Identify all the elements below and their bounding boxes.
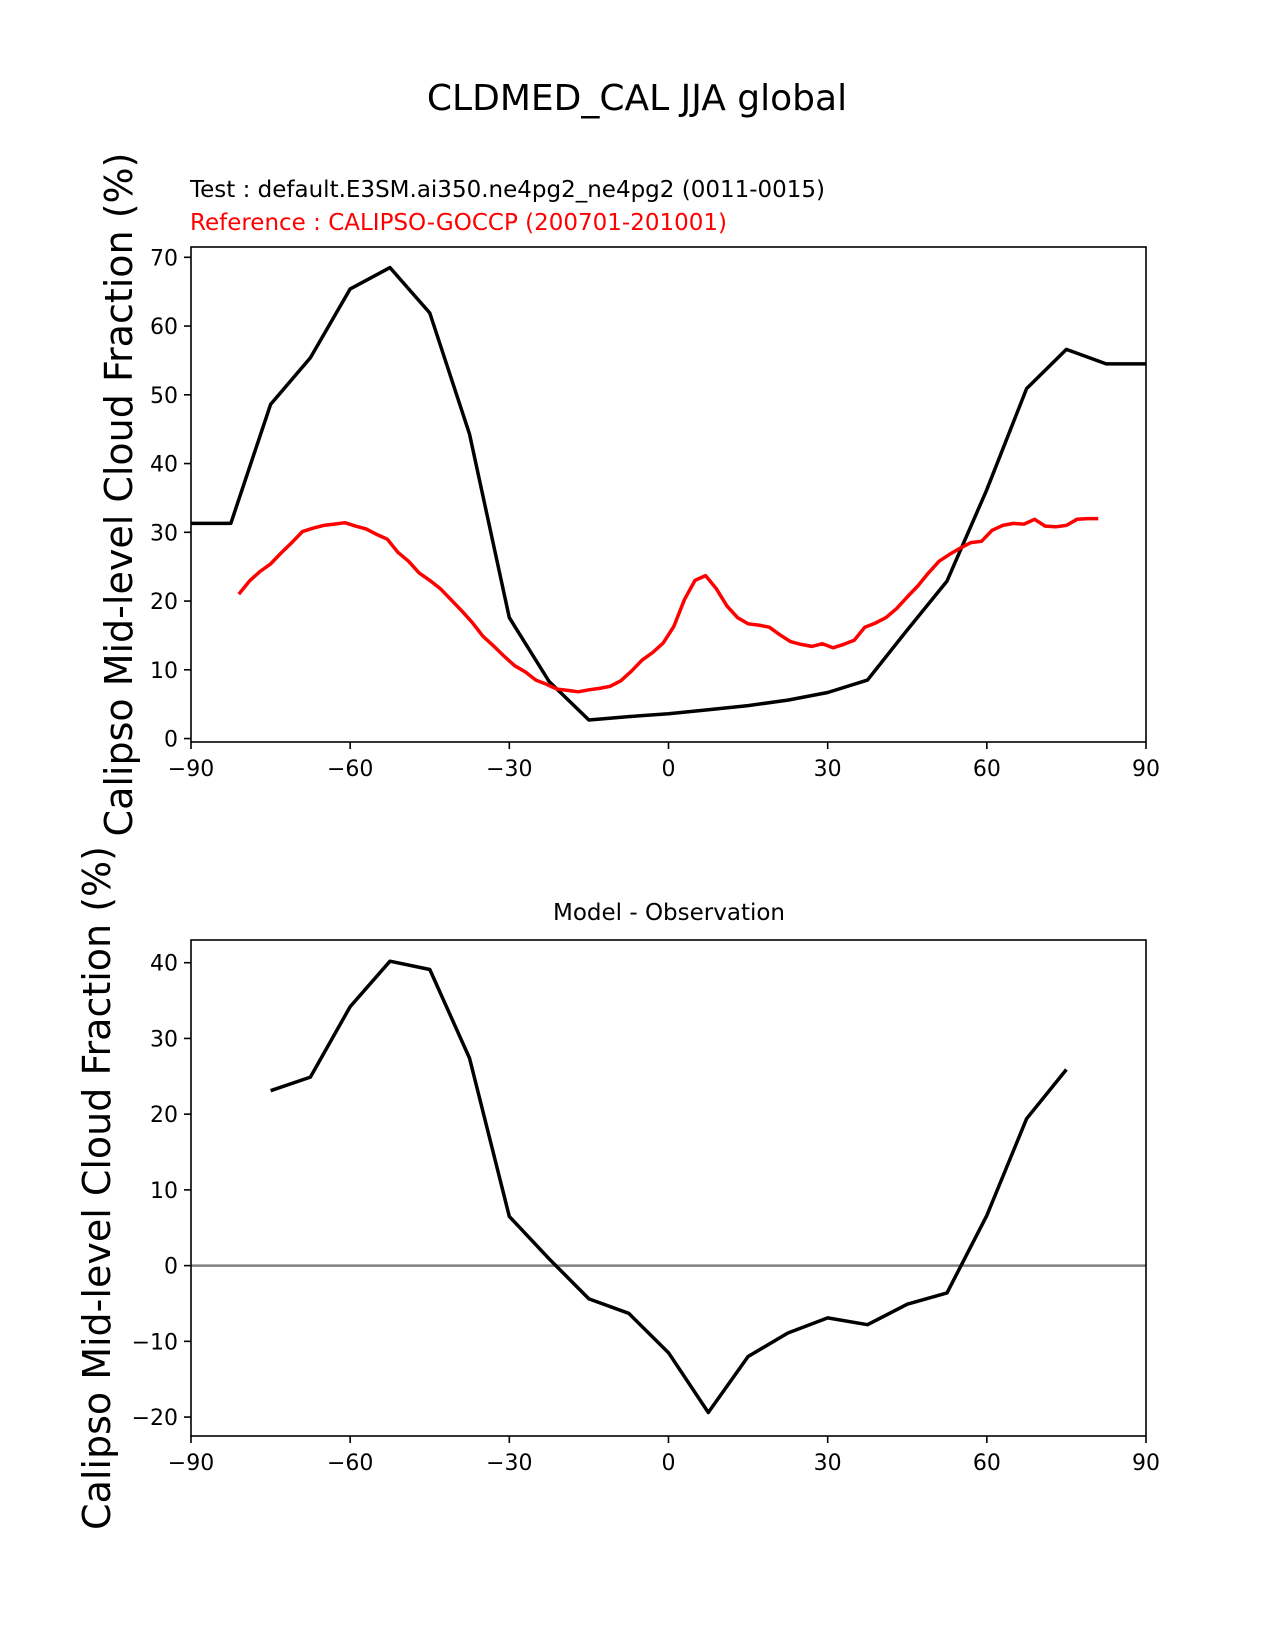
top-x-tick-label: −90 [168,757,214,782]
top-y-axis-label: Calipso Mid-level Cloud Fraction (%) [97,153,141,837]
bottom-plot-marks: −90 −60 −30 0 30 60 90 −20 −10 0 10 20 30 40 [132,939,1160,1476]
top-y-tick-label: 70 [150,246,178,271]
top-y-tick-label: 0 [164,728,178,753]
bottom-x-tick-label: 60 [973,1451,1001,1476]
figure-title: CLDMED_CAL JJA global [427,78,847,119]
top-series-line-0 [191,265,1146,722]
bottom-y-tick-label: −20 [132,1406,178,1431]
bottom-series-line-0 [270,959,1068,1415]
bottom-y-tick-label: 10 [150,1179,178,1204]
bottom-y-tick-label: 0 [164,1255,178,1280]
bottom-panel: Model - Observation Calipso Mid-level Cl… [75,846,1160,1530]
top-x-tick-label: −60 [327,757,373,782]
top-x-tick-label: 90 [1132,757,1160,782]
top-y-tick-label: 60 [150,315,178,340]
top-x-tick-label: −30 [486,757,532,782]
bottom-panel-title: Model - Observation [553,900,785,926]
bottom-x-tick-label: 0 [662,1451,676,1476]
top-y-tick-label: 10 [150,659,178,684]
test-label: Test : default.E3SM.ai350.ne4pg2_ne4pg2 … [189,177,825,203]
top-panel: Test : default.E3SM.ai350.ne4pg2_ne4pg2 … [97,153,1160,837]
bottom-x-tick-label: 30 [814,1451,842,1476]
top-x-tick-label: 60 [973,757,1001,782]
reference-label: Reference : CALIPSO-GOCCP (200701-201001… [190,210,727,236]
top-x-tick-label: 30 [814,757,842,782]
bottom-x-tick-label: −30 [486,1451,532,1476]
top-plot-marks: −90 −60 −30 0 30 60 90 0 10 20 30 40 50 60 70 [150,246,1160,782]
top-y-tick-label: 20 [150,590,178,615]
bottom-x-tick-label: −60 [327,1451,373,1476]
top-x-tick-label: 0 [662,757,676,782]
top-y-tick-label: 50 [150,384,178,409]
top-y-tick-label: 40 [150,453,178,478]
top-series-line-1 [237,516,1099,694]
bottom-x-tick-label: 90 [1132,1451,1160,1476]
top-y-tick-label: 30 [150,521,178,546]
bottom-y-tick-label: −10 [132,1330,178,1355]
bottom-y-tick-label: 20 [150,1103,178,1128]
bottom-y-tick-label: 30 [150,1027,178,1052]
bottom-y-axis-label: Calipso Mid-level Cloud Fraction (%) [75,846,119,1530]
bottom-y-tick-label: 40 [150,952,178,977]
bottom-x-tick-label: −90 [168,1451,214,1476]
